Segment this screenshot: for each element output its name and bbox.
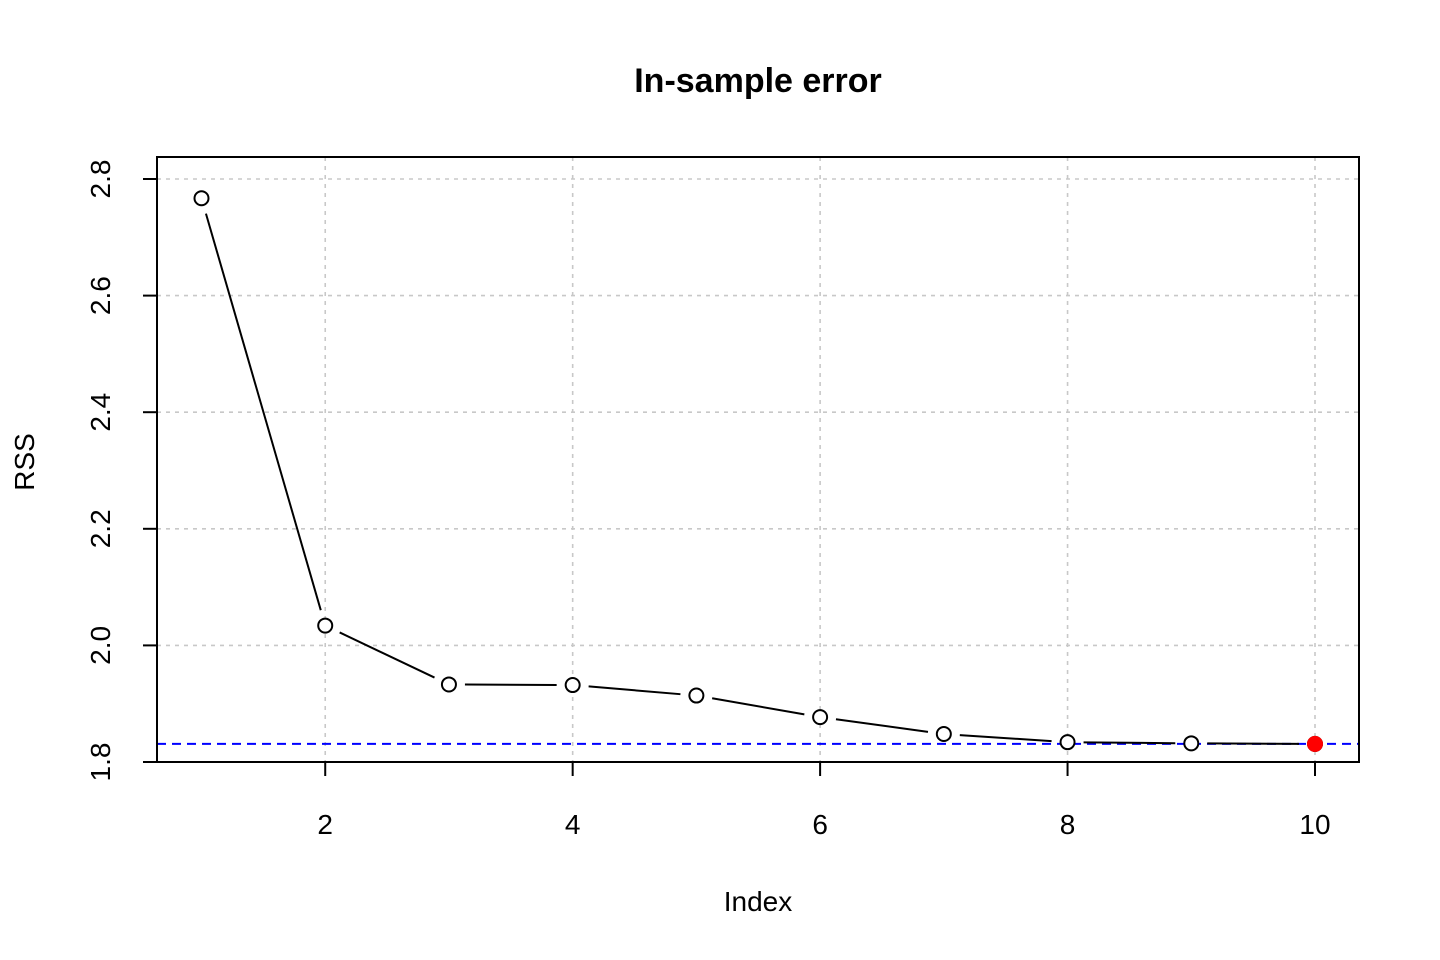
x-tick-label-2: 2 [317,809,333,840]
highlight-point [1307,735,1323,752]
x-tick-label-8: 8 [1060,809,1076,840]
series-segment-6-7 [835,718,929,733]
y-tick-label-2.4: 2.4 [85,393,116,432]
data-point-4 [564,677,581,694]
data-point-6 [812,709,829,726]
chart-title: In-sample error [634,62,882,100]
plot-frame [156,156,1360,763]
series-segment-4-5 [588,685,681,696]
series-segment-5-6 [711,697,805,716]
series-segment-8-9 [1083,741,1176,745]
grid [157,157,1359,763]
x-axis-label: Index [724,886,793,917]
y-tick-label-2.6: 2.6 [85,276,116,315]
data-point-1 [193,190,210,207]
data-point-3 [440,676,457,693]
series-segment-2-3 [339,631,435,679]
y-tick-label-2.2: 2.2 [85,509,116,548]
x-tick-label-4: 4 [565,809,581,840]
y-tick-label-2.0: 2.0 [85,626,116,665]
series [193,190,1323,752]
data-point-5 [688,687,705,704]
x-tick-label-10: 10 [1299,809,1330,840]
y-tick-label-2.8: 2.8 [85,160,116,199]
y-tick-label-1.8: 1.8 [85,743,116,782]
data-point-7 [935,726,952,743]
y-axis-label: RSS [9,433,40,491]
series-segment-7-8 [959,734,1052,743]
x-tick-label-6: 6 [812,809,828,840]
data-point-2 [317,617,334,634]
data-point-8 [1059,734,1076,751]
data-point-9 [1183,735,1200,752]
series-segment-1-2 [204,213,322,611]
axes: 2 4 6 8 10 1.8 2.0 2.2 2.4 2.6 2.8 [85,160,1331,840]
